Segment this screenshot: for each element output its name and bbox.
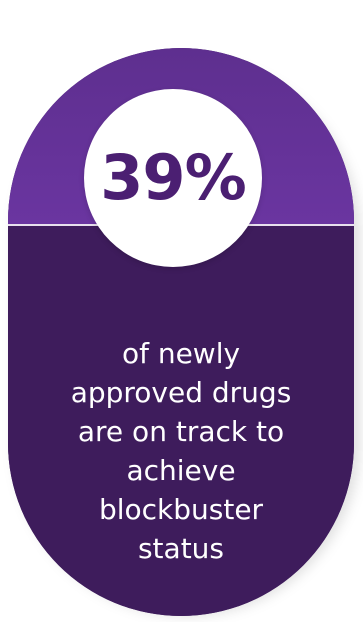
caption-line: status [137, 532, 225, 565]
stat-value: 39% [100, 141, 246, 214]
caption-line: of newly [121, 337, 241, 370]
stat-caption: of newly approved drugs are on track to … [40, 334, 322, 568]
caption-line: achieve [126, 454, 236, 487]
pill-bottom-section [8, 226, 354, 616]
caption-line: are on track to [77, 415, 285, 448]
caption-line: blockbuster [98, 493, 264, 526]
caption-line: approved drugs [70, 376, 292, 409]
stat-badge: 39% [84, 89, 262, 267]
